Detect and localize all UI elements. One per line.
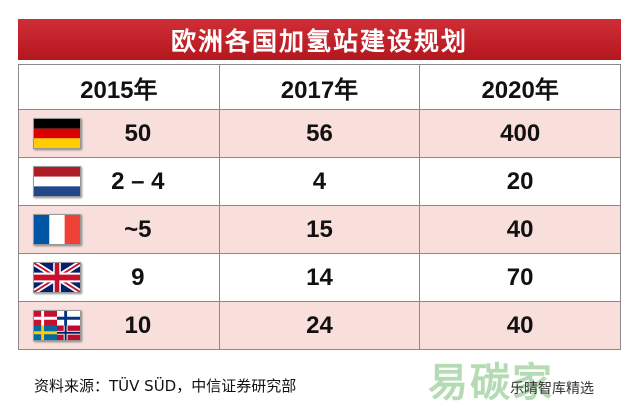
table-row: 10 24 40 [18, 301, 621, 350]
header-row: 2015年 2017年 2020年 [18, 64, 621, 110]
plan-table: 2015年 2017年 2020年 50 56 400 2 – 4 4 [18, 64, 621, 350]
table-cell-value: ~5 [124, 215, 152, 243]
column-header-2017: 2017年 [218, 64, 421, 110]
table-cell: 24 [218, 301, 421, 350]
table-cell: ~5 [18, 205, 220, 254]
source-note: 资料来源：TÜV SÜD，中信证券研究部 [34, 377, 297, 395]
table-cell: 400 [419, 109, 621, 158]
table-cell-value: 9 [131, 263, 145, 291]
watermark-text: 乐晴智库精选 [510, 381, 594, 397]
table-cell: 4 [218, 157, 421, 206]
table-row: 2 – 4 4 20 [18, 157, 621, 206]
table-cell-value: 2 – 4 [111, 167, 165, 195]
column-header-2020: 2020年 [419, 64, 621, 110]
table-cell: 56 [218, 109, 421, 158]
table-cell: 14 [218, 253, 421, 302]
table-row: 50 56 400 [18, 109, 621, 158]
table-cell: 40 [419, 301, 621, 350]
table-cell: 9 [18, 253, 220, 302]
nordic-flags-icon [33, 310, 81, 341]
watermark-logo: 易碳家 [428, 360, 554, 406]
column-header-2015: 2015年 [18, 64, 220, 110]
uk-flag-icon [33, 262, 81, 293]
table-cell: 40 [419, 205, 621, 254]
table-cell: 15 [218, 205, 421, 254]
table-cell: 50 [18, 109, 220, 158]
table-cell: 20 [419, 157, 621, 206]
netherlands-flag-icon [33, 166, 81, 197]
table-cell: 2 – 4 [18, 157, 220, 206]
table-cell-value: 10 [124, 311, 152, 339]
table-cell: 70 [419, 253, 621, 302]
table-row: 9 14 70 [18, 253, 621, 302]
table-row: ~5 15 40 [18, 205, 621, 254]
germany-flag-icon [33, 118, 81, 149]
table-title: 欧洲各国加氢站建设规划 [18, 19, 621, 60]
table-cell-value: 50 [124, 119, 152, 147]
france-flag-icon [33, 214, 81, 245]
table-cell: 10 [18, 301, 220, 350]
